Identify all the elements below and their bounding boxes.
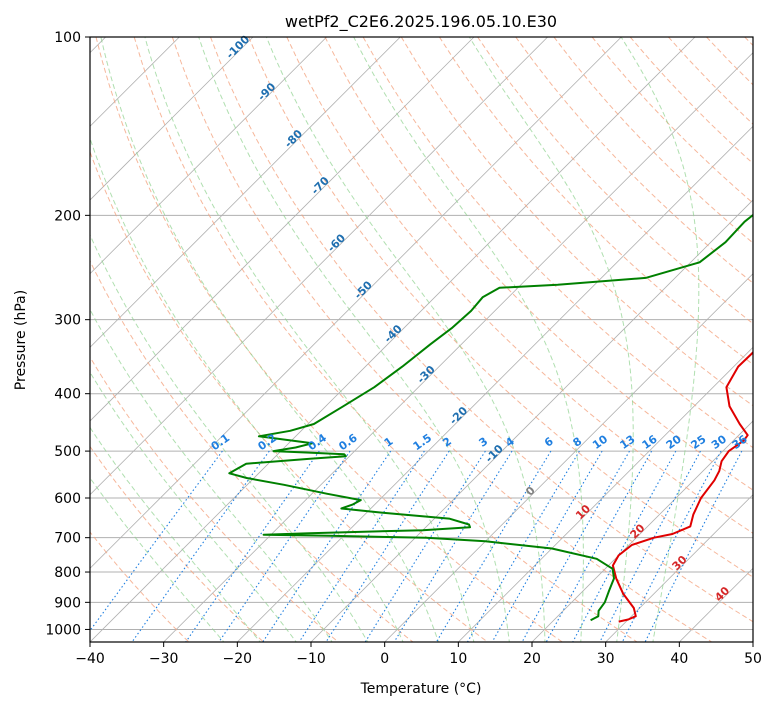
y-tick-label: 1000 bbox=[45, 622, 81, 638]
mixing-ratio-line bbox=[466, 450, 580, 642]
x-tick-label: 0 bbox=[380, 651, 389, 667]
chart-title: wetPf2_C2E6.2025.196.05.10.E30 bbox=[285, 12, 557, 32]
mixing-ratio-line bbox=[644, 450, 743, 642]
moist-adiabat-line bbox=[144, 37, 475, 642]
x-tick-label: 40 bbox=[670, 651, 688, 667]
x-tick-label: 50 bbox=[744, 651, 762, 667]
y-axis-label: Pressure (hPa) bbox=[13, 290, 29, 390]
y-tick-label: 400 bbox=[54, 387, 81, 403]
mixing-ratio-line bbox=[364, 450, 486, 642]
moist-adiabat-line bbox=[90, 233, 369, 642]
mixing-ratio-line bbox=[262, 450, 392, 642]
dry-adiabat-line bbox=[133, 37, 638, 642]
moist-adiabat-line bbox=[90, 426, 261, 642]
dry-adiabat-line bbox=[95, 37, 564, 642]
mixing-ratio-line bbox=[131, 450, 270, 642]
isotherm-line bbox=[605, 494, 753, 642]
y-tick-label: 900 bbox=[54, 595, 81, 611]
isotherm-line bbox=[458, 346, 753, 642]
moist-adiabat-line bbox=[265, 37, 546, 642]
dry-adiabat-line bbox=[210, 37, 753, 623]
isotherm-line bbox=[90, 37, 622, 569]
x-tick-label: −10 bbox=[296, 651, 326, 667]
isotherm-line bbox=[90, 37, 401, 348]
dry-adiabat-line bbox=[90, 150, 489, 642]
dry-adiabat-line bbox=[286, 37, 753, 534]
mixing-ratio-line bbox=[621, 450, 722, 642]
moist-adiabat-line bbox=[198, 37, 510, 642]
axis-ticks: −40 −30 −20 −10 0 10 20 30 40 50 100 200 300 400 500 60… bbox=[45, 30, 762, 667]
y-tick-label: 200 bbox=[54, 208, 81, 224]
dry-adiabat-line bbox=[90, 259, 414, 642]
x-tick-label: −30 bbox=[149, 651, 179, 667]
moist-adiabat-line bbox=[353, 37, 584, 642]
isotherm-line bbox=[90, 37, 548, 496]
moist-adiabat-line bbox=[468, 37, 634, 642]
profile-lines bbox=[228, 213, 753, 623]
dry-adiabat-line bbox=[324, 37, 753, 491]
isotherm-line bbox=[90, 37, 327, 275]
moist-adiabat-line bbox=[90, 308, 333, 642]
dewpoint-profile-line bbox=[228, 213, 753, 622]
dry-adiabat-line bbox=[90, 445, 265, 642]
isotherm-line bbox=[90, 37, 696, 642]
y-tick-label: 800 bbox=[54, 565, 81, 581]
y-tick-label: 100 bbox=[54, 30, 81, 46]
temperature-profile-line bbox=[611, 351, 753, 623]
plot-frame bbox=[89, 36, 754, 643]
isotherm-line bbox=[237, 125, 753, 642]
y-tick-label: 500 bbox=[54, 444, 81, 460]
y-tick-label: 300 bbox=[54, 313, 81, 329]
mixing-ratio-line bbox=[298, 450, 425, 642]
mixing-ratio-line bbox=[572, 450, 677, 642]
dry-adiabat-line bbox=[171, 37, 713, 642]
dry-adiabat-line bbox=[90, 356, 339, 642]
isotherm-line bbox=[163, 52, 753, 642]
isotherm-line bbox=[90, 37, 254, 201]
moist-adiabat-line bbox=[90, 477, 225, 642]
background-lines bbox=[90, 37, 753, 642]
mixing-ratio-line bbox=[325, 450, 450, 642]
isotherm-line bbox=[90, 37, 475, 422]
x-tick-label: −20 bbox=[223, 651, 253, 667]
dry-adiabat-line bbox=[248, 37, 753, 578]
moist-adiabat-line bbox=[90, 371, 297, 642]
x-tick-label: 10 bbox=[449, 651, 467, 667]
x-axis-label: Temperature (°C) bbox=[360, 681, 482, 697]
isotherm-line bbox=[531, 420, 753, 642]
y-tick-label: 600 bbox=[54, 491, 81, 507]
moist-adiabat-line bbox=[100, 37, 440, 642]
x-tick-label: −40 bbox=[75, 651, 105, 667]
x-tick-label: 30 bbox=[597, 651, 615, 667]
x-tick-label: 20 bbox=[523, 651, 541, 667]
moist-adiabat-line bbox=[620, 37, 700, 642]
y-tick-label: 700 bbox=[54, 531, 81, 547]
mixing-ratio-line bbox=[491, 450, 603, 642]
